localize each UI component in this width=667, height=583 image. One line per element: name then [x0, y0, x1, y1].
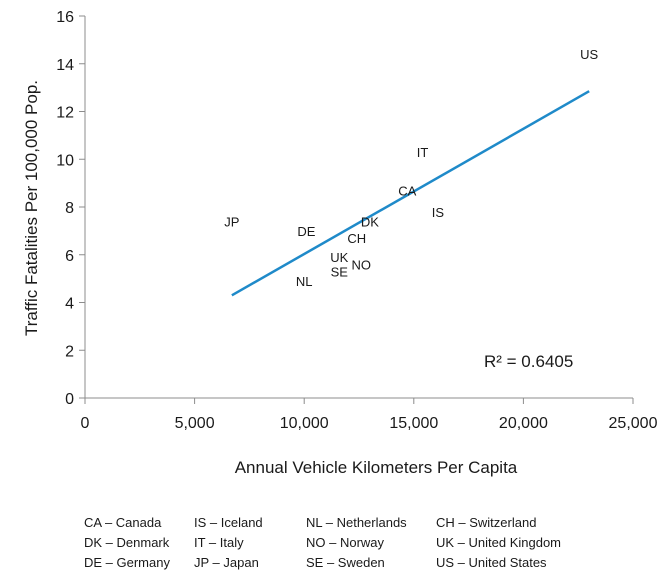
data-point-nl: NL: [296, 274, 313, 289]
y-tick-label: 14: [56, 57, 74, 74]
trendline-group: [231, 90, 590, 297]
legend-entry: DK – Denmark: [84, 535, 170, 550]
data-point-ca: CA: [398, 183, 416, 198]
legend-entry: CH – Switzerland: [436, 515, 537, 530]
x-tick-label: 20,000: [499, 415, 548, 432]
x-tick-label: 0: [81, 415, 90, 432]
data-point-uk: UK: [330, 250, 348, 265]
legend-entry: DE – Germany: [84, 555, 170, 570]
tick-labels: 0 2 4 6 8 10 12 14 16 0 5,000 10,000 15,000 20,000 25,…: [56, 9, 657, 432]
x-tick-label: 5,000: [175, 415, 215, 432]
data-point-us: US: [580, 47, 598, 62]
scatter-chart: 0 2 4 6 8 10 12 14 16 0 5,000 10,000 15,000 20,000 25,…: [22, 9, 658, 477]
y-tick-label: 8: [65, 200, 74, 217]
data-point-dk: DK: [361, 214, 379, 229]
data-point-jp: JP: [224, 214, 239, 229]
legend-entry: NL – Netherlands: [306, 515, 407, 530]
y-tick-label: 4: [65, 296, 74, 313]
legend-entry: UK – United Kingdom: [436, 535, 562, 550]
legend-entry: US – United States: [436, 555, 547, 570]
data-point-ch: CH: [347, 231, 366, 246]
data-point-se: SE: [331, 264, 349, 279]
x-axis-title: Annual Vehicle Kilometers Per Capita: [235, 458, 518, 477]
y-tick-label: 12: [56, 105, 74, 122]
r-squared-label: R² = 0.6405: [484, 352, 573, 371]
data-point-de: DE: [297, 224, 315, 239]
data-point-is: IS: [432, 205, 445, 220]
y-tick-label: 0: [65, 391, 74, 408]
x-tick-label: 25,000: [609, 415, 658, 432]
x-tick-label: 15,000: [389, 415, 438, 432]
legend-entry: JP – Japan: [194, 555, 259, 570]
legend-entry: SE – Sweden: [306, 555, 385, 570]
trendline: [231, 90, 590, 297]
legend-entry: IS – Iceland: [194, 515, 263, 530]
data-point-it: IT: [417, 145, 429, 160]
data-point-no: NO: [351, 257, 371, 272]
y-axis-title: Traffic Fatalities Per 100,000 Pop.: [22, 80, 41, 336]
legend-entry: IT – Italy: [194, 535, 244, 550]
y-tick-label: 16: [56, 9, 74, 26]
x-tick-label: 10,000: [280, 415, 329, 432]
country-code-legend: CA – Canada IS – Iceland NL – Netherlands C…: [84, 514, 664, 571]
y-tick-label: 2: [65, 343, 74, 360]
y-tick-label: 10: [56, 152, 74, 169]
legend-entry: NO – Norway: [306, 535, 385, 550]
legend-entry: CA – Canada: [84, 515, 162, 530]
axes: [79, 15, 634, 404]
y-tick-label: 6: [65, 248, 74, 265]
